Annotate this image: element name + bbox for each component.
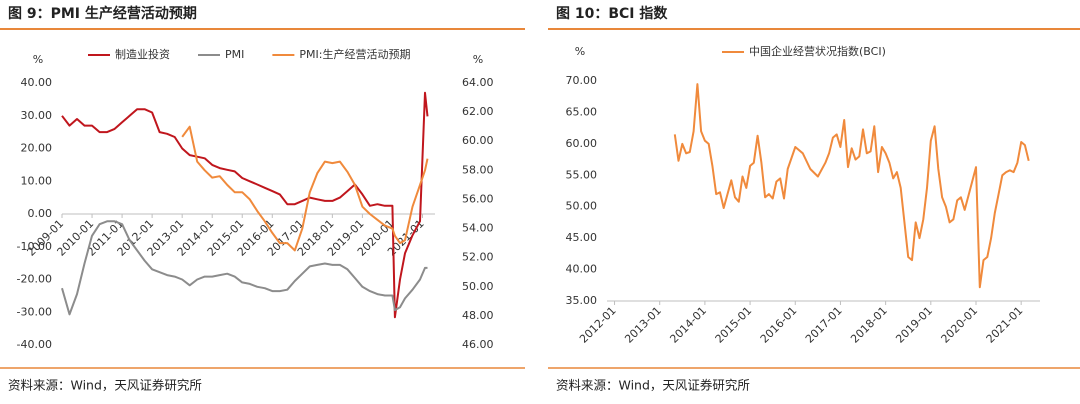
y-axis-label: %	[575, 45, 585, 58]
x-tick-label: 2014-01	[667, 304, 709, 346]
y2-tick-label: 56.00	[462, 192, 494, 205]
x-tick-label: 2020-01	[939, 304, 981, 346]
y-tick-label: -30.00	[17, 305, 52, 318]
y-axis-label: %	[33, 53, 43, 66]
source: 资料来源：Wind，天风证券研究所	[8, 378, 202, 393]
y2-tick-label: 54.00	[462, 222, 494, 235]
chart-title: 图 9：PMI 生产经营活动预期	[8, 5, 197, 22]
y2-tick-label: 50.00	[462, 280, 494, 293]
legend-label: 制造业投资	[115, 47, 170, 61]
y-tick-label: 30.00	[21, 109, 53, 122]
y-tick-label: 40.00	[566, 263, 598, 276]
y2-tick-label: 60.00	[462, 134, 494, 147]
y-tick-label: 35.00	[566, 294, 598, 307]
x-tick-label: 2012-01	[577, 304, 619, 346]
series-line	[673, 83, 1030, 289]
y2-tick-label: 62.00	[462, 105, 494, 118]
y-tick-label: 0.00	[28, 207, 53, 220]
y-tick-label: 65.00	[566, 105, 598, 118]
y-tick-label: 40.00	[21, 76, 53, 89]
legend-label: PMI:生产经营活动预期	[299, 47, 410, 61]
y-tick-label: -10.00	[17, 240, 52, 253]
y-tick-label: 45.00	[566, 231, 598, 244]
y-tick-label: 60.00	[566, 137, 598, 150]
x-tick-label: 2015-01	[713, 304, 755, 346]
x-tick-label: 2017-01	[803, 304, 845, 346]
y-tick-label: 10.00	[21, 174, 53, 187]
y2-axis-label: %	[473, 53, 483, 66]
legend-label: PMI	[225, 48, 244, 61]
x-tick-label: 2018-01	[848, 304, 890, 346]
x-tick-label: 2021-01	[984, 304, 1026, 346]
legend-label: 中国企业经营状况指数(BCI)	[749, 44, 886, 58]
x-tick-label: 2019-01	[893, 304, 935, 346]
y-tick-label: 20.00	[21, 142, 53, 155]
y-tick-label: 70.00	[566, 74, 598, 87]
y2-tick-label: 52.00	[462, 251, 494, 264]
x-tick-label: 2013-01	[622, 304, 664, 346]
series-line	[181, 125, 429, 252]
y2-tick-label: 46.00	[462, 338, 494, 351]
y-tick-label: 50.00	[566, 200, 598, 213]
chart-title: 图 10：BCI 指数	[556, 5, 668, 22]
y-tick-label: -20.00	[17, 273, 52, 286]
series-line	[61, 220, 428, 316]
y2-tick-label: 48.00	[462, 309, 494, 322]
y2-tick-label: 64.00	[462, 76, 494, 89]
x-tick-label: 2016-01	[758, 304, 800, 346]
source: 资料来源：Wind，天风证券研究所	[556, 378, 750, 393]
series-line	[61, 91, 429, 319]
y-tick-label: 55.00	[566, 168, 598, 181]
y-tick-label: -40.00	[17, 338, 52, 351]
y2-tick-label: 58.00	[462, 163, 494, 176]
